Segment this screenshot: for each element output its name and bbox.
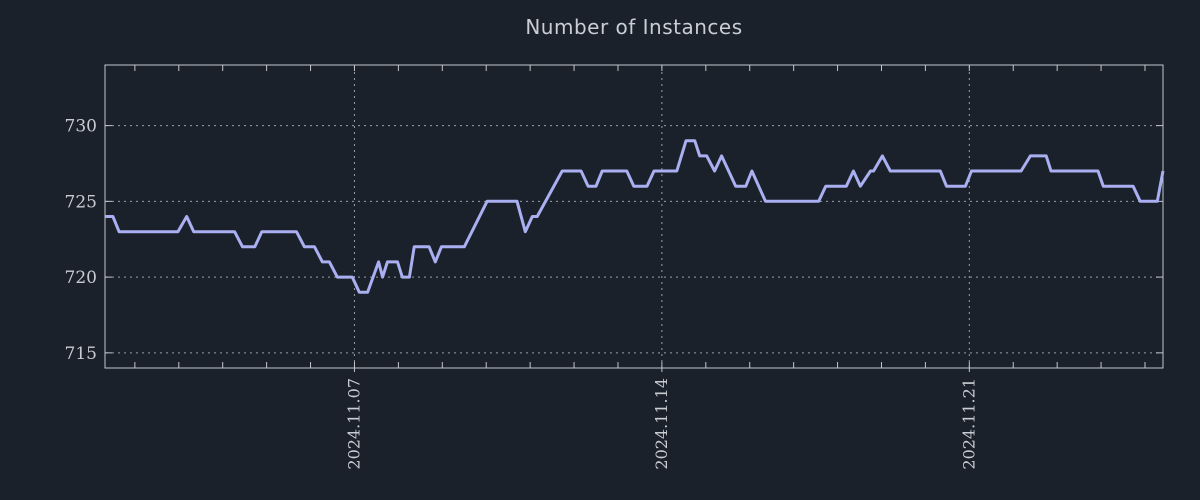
x-tick-label: 2024.11.21: [959, 378, 978, 470]
y-tick-label: 720: [65, 268, 97, 288]
x-tick-label: 2024.11.07: [344, 378, 363, 470]
plot-border: [104, 64, 1164, 369]
x-tick-label: 2024.11.14: [652, 378, 671, 470]
y-tick-label: 730: [65, 117, 97, 137]
series-line: [105, 139, 1165, 294]
y-tick-label: 715: [65, 344, 97, 364]
y-tick-label: 725: [65, 192, 97, 212]
chart-title: Number of Instances: [525, 15, 743, 39]
